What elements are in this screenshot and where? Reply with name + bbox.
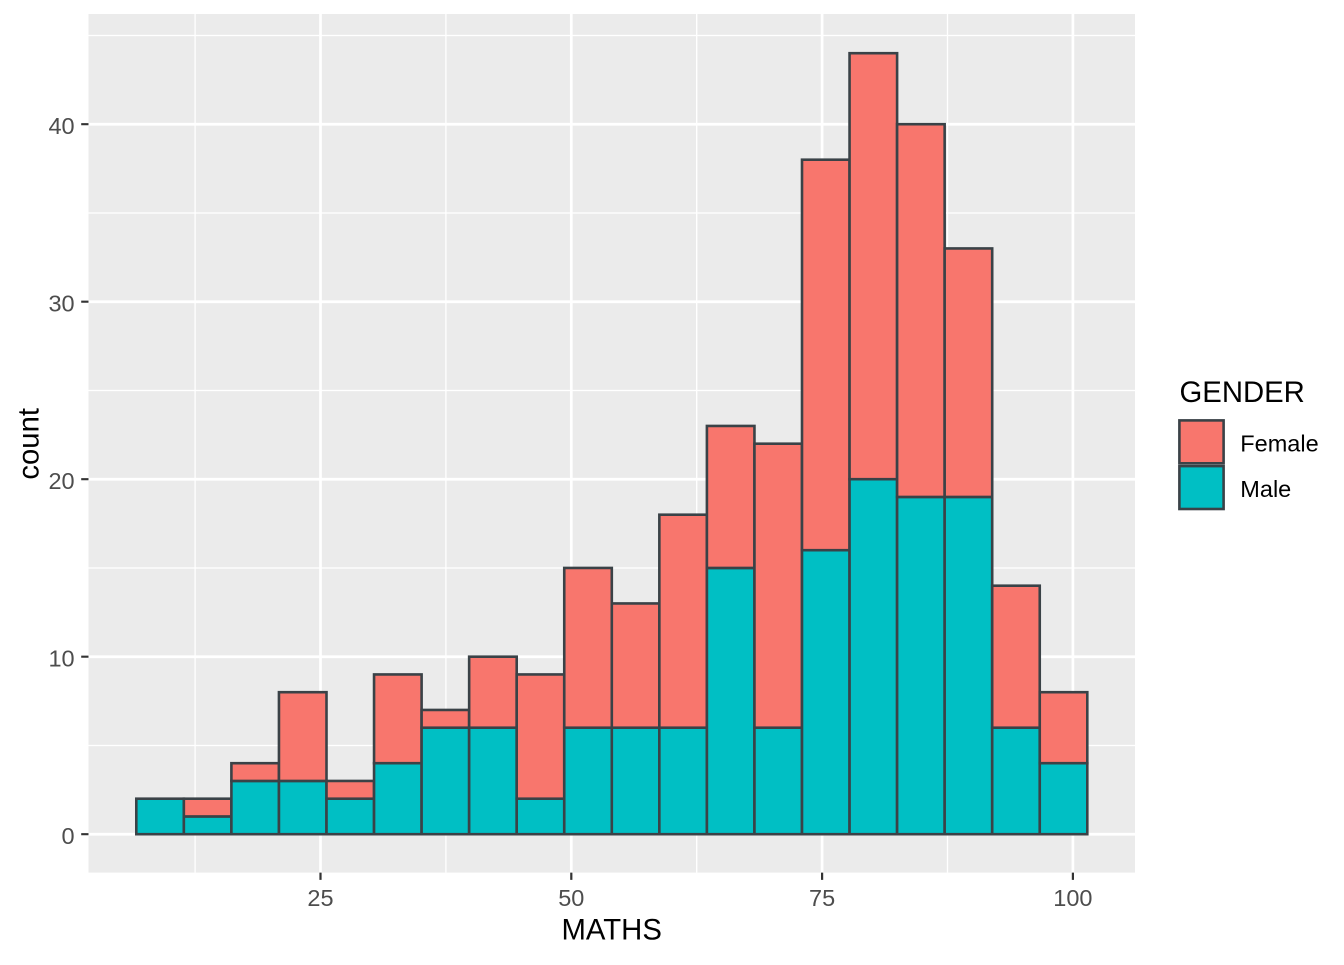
svg-text:30: 30 [48,291,74,317]
svg-text:count: count [13,408,46,480]
svg-text:GENDER: GENDER [1180,376,1305,409]
svg-text:Female: Female [1240,430,1318,456]
svg-text:MATHS: MATHS [562,913,662,946]
svg-text:20: 20 [48,468,74,494]
svg-text:0: 0 [62,823,75,849]
svg-text:Male: Male [1240,476,1291,502]
svg-text:75: 75 [809,885,835,911]
svg-text:40: 40 [48,113,74,139]
svg-text:25: 25 [307,885,333,911]
svg-text:10: 10 [48,646,74,672]
svg-text:100: 100 [1053,885,1092,911]
svg-text:50: 50 [558,885,584,911]
